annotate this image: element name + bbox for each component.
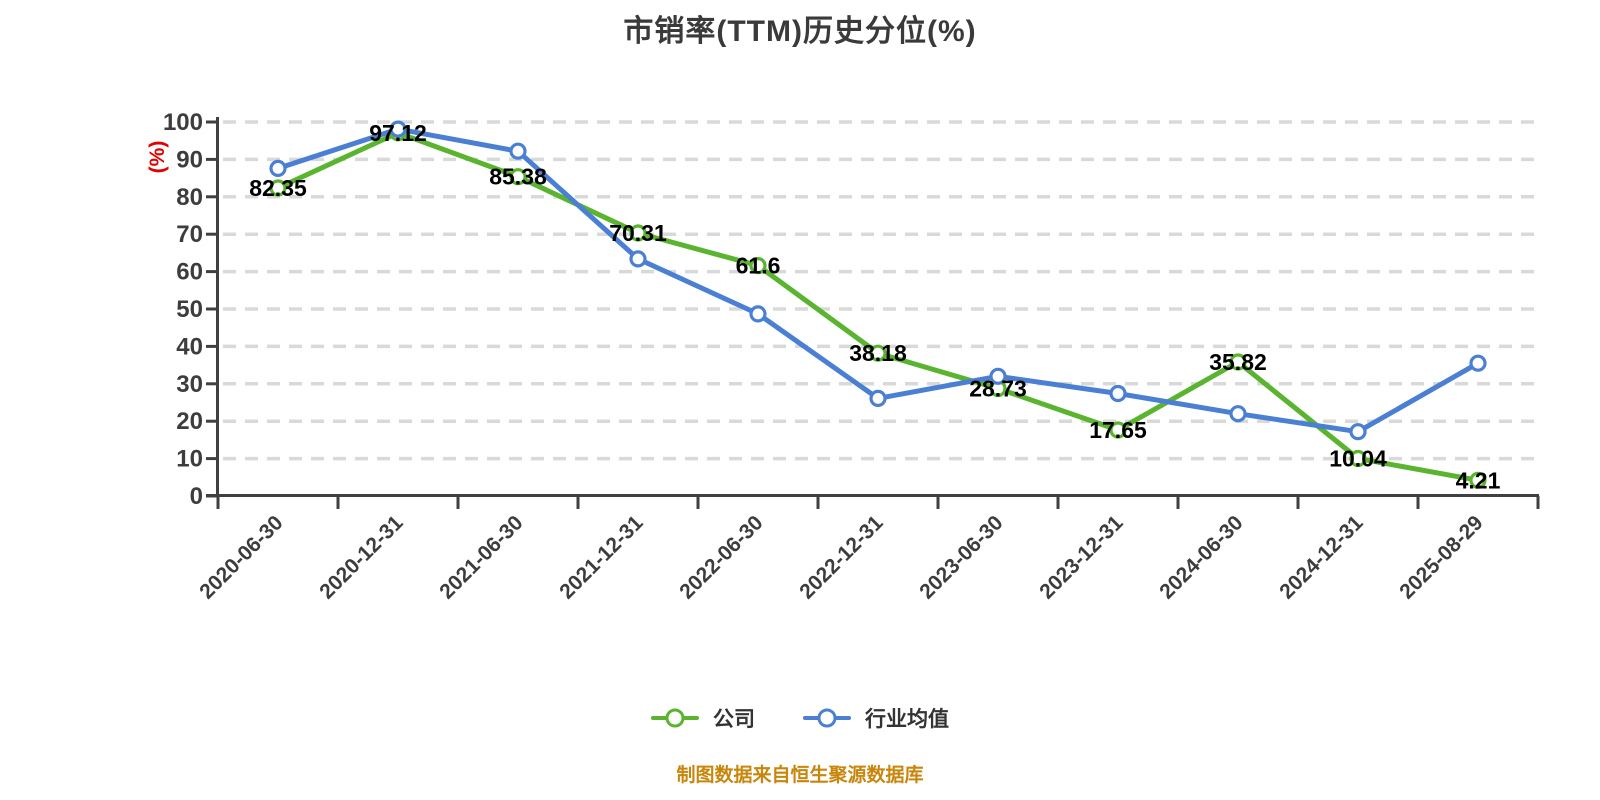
legend-item-industry-average[interactable]: 行业均值 xyxy=(803,703,949,733)
data-point-value-label: 61.6 xyxy=(736,253,781,279)
industry-average-data-point[interactable] xyxy=(389,120,407,138)
company-data-point[interactable] xyxy=(1349,449,1367,468)
industry-average-data-point[interactable] xyxy=(1109,384,1127,403)
y-axis-tick-label: 70 xyxy=(176,221,203,248)
data-point-value-label: 85.38 xyxy=(489,164,547,190)
data-point-value-label: 10.04 xyxy=(1329,445,1387,471)
company-data-point[interactable] xyxy=(749,257,767,275)
x-axis-label: 2023-06-30 xyxy=(915,511,1007,603)
industry-average-data-point[interactable] xyxy=(749,305,767,323)
industry-average-data-point[interactable] xyxy=(269,159,287,177)
legend-label-company: 公司 xyxy=(713,708,755,731)
industry-average-data-point[interactable] xyxy=(869,389,887,407)
y-axis-tick-label: 0 xyxy=(190,483,203,510)
industry-average-data-point[interactable] xyxy=(1349,423,1367,441)
industry-average-data-point[interactable] xyxy=(989,367,1007,385)
data-point-value-label: 35.82 xyxy=(1209,349,1267,375)
x-axis-label: 2021-12-31 xyxy=(555,511,647,603)
x-axis-label: 2024-12-31 xyxy=(1275,511,1367,603)
data-source-note: 制图数据来自恒生聚源数据库 xyxy=(676,765,924,786)
data-point-value-label: 28.73 xyxy=(969,376,1027,402)
y-axis-tick-label: 20 xyxy=(176,408,203,435)
x-axis-label: 2020-12-31 xyxy=(315,511,407,603)
chart-title: 市销率(TTM)历史分位(%) xyxy=(623,15,977,48)
y-axis-tick-label: 10 xyxy=(176,446,203,473)
industry-line-marker-icon xyxy=(803,708,851,728)
company-data-point[interactable] xyxy=(629,224,647,242)
industry-average-data-point[interactable] xyxy=(1229,405,1247,423)
x-axis-label: 2024-06-30 xyxy=(1155,511,1247,603)
data-point-value-label: 4.21 xyxy=(1456,467,1501,493)
company-series-line xyxy=(275,130,1481,483)
data-point-value-label: 70.31 xyxy=(609,220,667,246)
y-axis-tick-label: 60 xyxy=(176,259,203,286)
x-axis-label: 2023-12-31 xyxy=(1035,511,1127,603)
data-point-value-label: 38.18 xyxy=(849,340,907,366)
y-axis-tick-label: 90 xyxy=(176,146,203,173)
data-point-value-label: 17.65 xyxy=(1089,417,1147,443)
company-line-marker-icon xyxy=(651,708,699,728)
company-data-point[interactable] xyxy=(1109,421,1127,439)
company-data-point[interactable] xyxy=(1469,471,1487,489)
industry-average-data-point[interactable] xyxy=(509,142,527,160)
y-axis-tick-label: 30 xyxy=(176,371,203,398)
legend: 公司 行业均值 xyxy=(0,703,1600,733)
company-data-point[interactable] xyxy=(269,179,287,197)
y-axis-tick-label: 50 xyxy=(176,296,203,323)
legend-label-industry-average: 行业均值 xyxy=(865,708,949,731)
x-axis-label: 2020-06-30 xyxy=(195,511,287,603)
y-axis-tick-label: 100 xyxy=(163,109,203,136)
company-data-point[interactable] xyxy=(509,168,527,186)
x-axis-label: 2025-08-29 xyxy=(1395,511,1487,603)
x-axis-label: 2021-06-30 xyxy=(435,511,527,603)
y-axis-tick-label: 40 xyxy=(176,333,203,360)
industry-average-series-line xyxy=(275,126,1481,435)
y-axis-tick-label: 80 xyxy=(176,184,203,211)
x-axis-label: 2022-06-30 xyxy=(675,511,767,603)
industry-average-data-point[interactable] xyxy=(1469,354,1487,372)
company-data-point[interactable] xyxy=(1229,353,1247,371)
company-data-point[interactable] xyxy=(869,344,887,362)
y-axis-name: (%) xyxy=(146,141,169,174)
legend-item-company[interactable]: 公司 xyxy=(651,703,755,733)
data-point-value-label: 97.12 xyxy=(369,120,427,146)
x-axis-label: 2022-12-31 xyxy=(795,511,887,603)
data-point-value-label: 82.35 xyxy=(249,175,307,201)
industry-average-data-point[interactable] xyxy=(629,250,647,268)
